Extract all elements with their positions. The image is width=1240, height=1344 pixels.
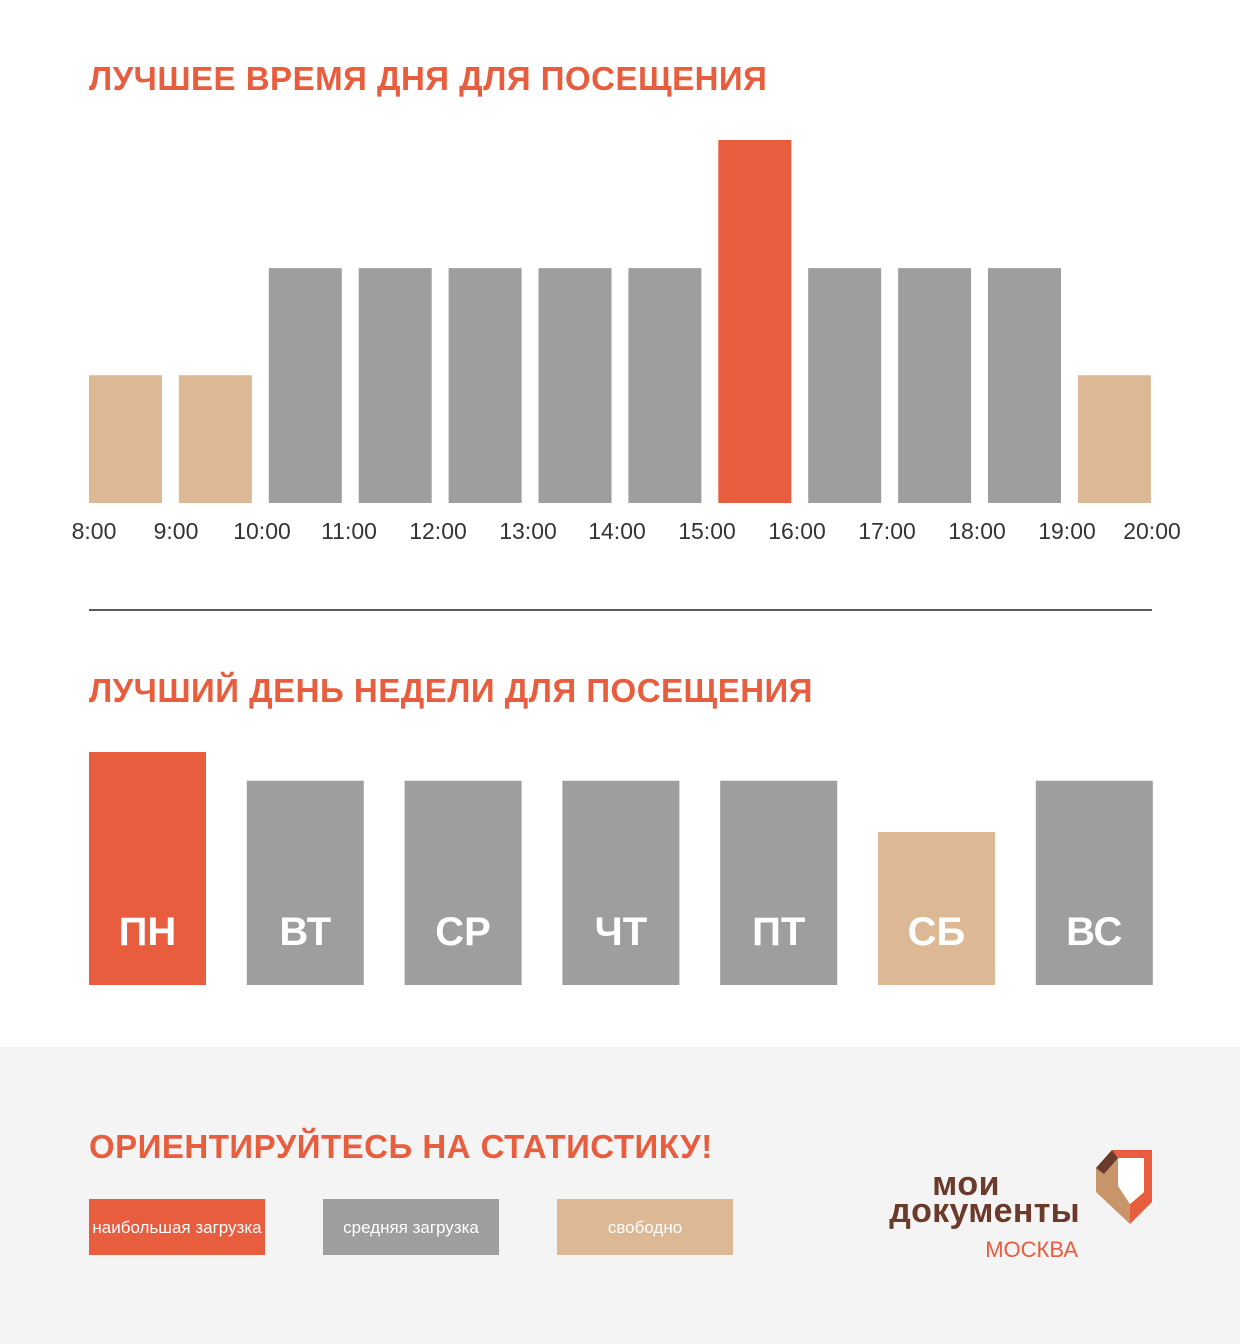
day-bar-ПН xyxy=(89,752,206,985)
hour-bar-11:00–12:00 xyxy=(358,268,432,503)
day-bar-ВТ xyxy=(246,780,364,985)
hours-bar-chart: 8:00 9:00 10:00 11:00 12:00 13:00 14:00 15:00 16… xyxy=(72,140,1181,544)
hour-tick-label: 17:00 xyxy=(858,518,916,544)
hour-tick-label: 15:00 xyxy=(678,518,736,544)
hour-bar-8:00–9:00 xyxy=(89,375,162,503)
hour-tick-label: 8:00 xyxy=(72,518,117,544)
day-bar-СБ xyxy=(878,831,995,985)
days-chart-title: ЛУЧШИЙ ДЕНЬ НЕДЕЛИ ДЛЯ ПОСЕЩЕНИЯ xyxy=(89,672,813,709)
hour-tick-label: 10:00 xyxy=(233,518,291,544)
day-bar-label: СБ xyxy=(908,910,966,954)
logo-mark-icon xyxy=(1096,1150,1152,1224)
hour-bar-19:00–20:00 xyxy=(1077,375,1151,503)
days-bar-chart: ПН ВТ СР ЧТ ПТ СБ ВС xyxy=(89,752,1153,985)
day-bar-label: СР xyxy=(435,910,491,954)
logo-text-city: МОСКВА xyxy=(985,1237,1078,1262)
day-bar-СР xyxy=(404,780,522,985)
legend-free: свободно xyxy=(557,1199,733,1255)
hour-tick-label: 11:00 xyxy=(321,518,377,544)
hour-bar-12:00–13:00 xyxy=(448,268,522,503)
hour-bar-9:00–10:00 xyxy=(178,375,252,503)
logo-text-line1: мои xyxy=(932,1165,1000,1203)
day-bar-ВС xyxy=(1035,780,1153,985)
brand-logo: мои документы МОСКВА xyxy=(860,1140,1160,1270)
hour-tick-label: 12:00 xyxy=(409,518,467,544)
hours-chart-title: ЛУЧШЕЕ ВРЕМЯ ДНЯ ДЛЯ ПОСЕЩЕНИЯ xyxy=(89,60,768,97)
hour-tick-label: 13:00 xyxy=(499,518,557,544)
hour-bar-13:00–14:00 xyxy=(538,268,612,503)
logo-text-line2: документы xyxy=(889,1192,1080,1230)
legend-medium-load: средняя загрузка xyxy=(323,1199,499,1255)
day-bar-ПТ xyxy=(720,780,838,985)
footer-panel xyxy=(0,1047,1240,1344)
hour-bar-16:00–17:00 xyxy=(808,268,882,503)
hour-tick-label: 19:00 xyxy=(1038,518,1096,544)
hour-bar-18:00–19:00 xyxy=(988,268,1061,503)
hour-tick-label: 20:00 xyxy=(1123,518,1181,544)
day-bar-ЧТ xyxy=(562,780,680,985)
hour-tick-label: 16:00 xyxy=(768,518,826,544)
hour-bar-10:00–11:00 xyxy=(268,268,342,503)
hour-tick-label: 18:00 xyxy=(948,518,1006,544)
hour-bar-17:00–18:00 xyxy=(898,268,972,503)
footer-title: ОРИЕНТИРУЙТЕСЬ НА СТАТИСТИКУ! xyxy=(89,1128,713,1165)
day-bar-label: ПН xyxy=(119,910,177,954)
day-bar-label: ВТ xyxy=(279,910,331,954)
hour-bar-15:00–16:00 xyxy=(718,140,792,503)
day-bar-label: ПТ xyxy=(752,910,805,954)
day-bar-label: ЧТ xyxy=(595,910,648,954)
hour-tick-label: 14:00 xyxy=(588,518,646,544)
legend-high-load: наибольшая загрузка xyxy=(89,1199,265,1255)
hour-bar-14:00–15:00 xyxy=(628,268,702,503)
section-divider xyxy=(89,609,1152,611)
hour-tick-label: 9:00 xyxy=(154,518,199,544)
day-bar-label: ВС xyxy=(1066,910,1122,954)
